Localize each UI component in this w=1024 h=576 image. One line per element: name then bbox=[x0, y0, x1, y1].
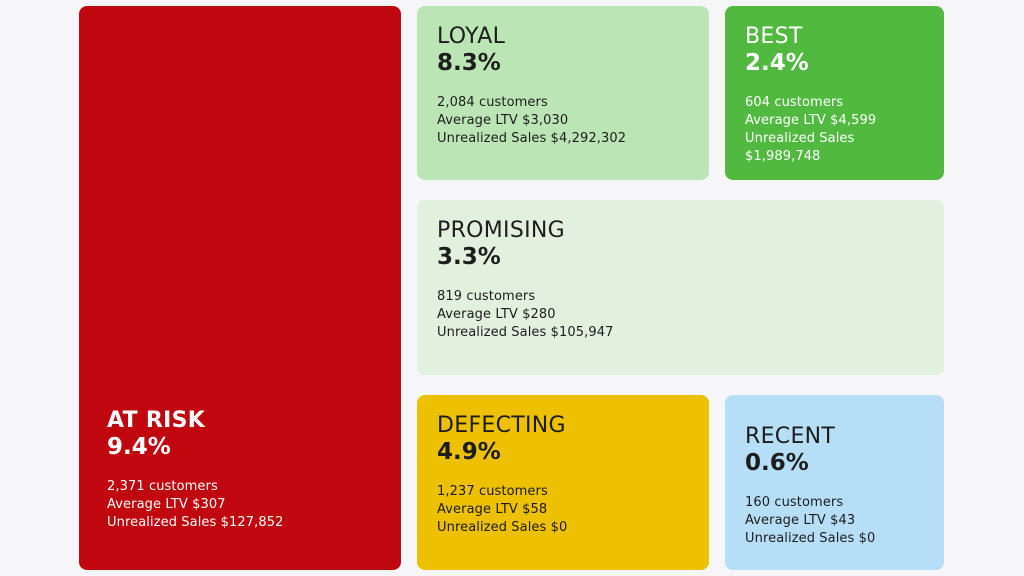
segment-tile-recent[interactable]: RECENT 0.6% 160 customers Average LTV $4… bbox=[725, 395, 944, 570]
segment-percentage: 0.6% bbox=[745, 450, 809, 476]
segment-unrealized-sales: Unrealized Sales $0 bbox=[745, 531, 876, 546]
segment-unrealized-sales: Unrealized Sales $127,852 bbox=[107, 515, 284, 530]
segment-customers: 604 customers bbox=[745, 95, 844, 110]
segment-content: AT RISK 9.4% 2,371 customers Average LTV… bbox=[107, 408, 283, 532]
segment-tile-at-risk[interactable]: AT RISK 9.4% 2,371 customers Average LTV… bbox=[79, 6, 401, 570]
segment-average-ltv: Average LTV $43 bbox=[745, 513, 856, 528]
segment-average-ltv: Average LTV $280 bbox=[437, 307, 556, 322]
segment-name: LOYAL bbox=[437, 24, 506, 49]
segment-name: BEST bbox=[745, 24, 803, 49]
segment-tile-best[interactable]: BEST 2.4% 604 customers Average LTV $4,5… bbox=[725, 6, 944, 180]
segment-average-ltv: Average LTV $58 bbox=[437, 502, 548, 517]
segment-percentage: 8.3% bbox=[437, 50, 501, 76]
segment-unrealized-sales: Unrealized Sales $4,292,302 bbox=[437, 131, 627, 146]
segment-name: DEFECTING bbox=[437, 413, 566, 438]
segment-unrealized-sales: Unrealized Sales $105,947 bbox=[437, 325, 614, 340]
segment-tile-promising[interactable]: PROMISING 3.3% 819 customers Average LTV… bbox=[417, 200, 944, 375]
segment-name: PROMISING bbox=[437, 218, 565, 243]
segment-unrealized-sales: Unrealized Sales $1,989,748 bbox=[745, 131, 855, 164]
segment-customers: 160 customers bbox=[745, 495, 844, 510]
segment-average-ltv: Average LTV $4,599 bbox=[745, 113, 877, 128]
segment-average-ltv: Average LTV $3,030 bbox=[437, 113, 569, 128]
segment-percentage: 3.3% bbox=[437, 244, 501, 270]
segment-tile-loyal[interactable]: LOYAL 8.3% 2,084 customers Average LTV $… bbox=[417, 6, 709, 180]
segment-name: AT RISK bbox=[107, 408, 206, 433]
segment-percentage: 4.9% bbox=[437, 439, 501, 465]
segment-customers: 819 customers bbox=[437, 289, 536, 304]
segment-tile-defecting[interactable]: DEFECTING 4.9% 1,237 customers Average L… bbox=[417, 395, 709, 570]
segment-customers: 2,371 customers bbox=[107, 479, 218, 494]
segment-average-ltv: Average LTV $307 bbox=[107, 497, 226, 512]
segment-unrealized-sales: Unrealized Sales $0 bbox=[437, 520, 568, 535]
segment-percentage: 2.4% bbox=[745, 50, 809, 76]
segment-customers: 2,084 customers bbox=[437, 95, 548, 110]
segment-percentage: 9.4% bbox=[107, 434, 171, 460]
segment-name: RECENT bbox=[745, 424, 836, 449]
segment-customers: 1,237 customers bbox=[437, 484, 548, 499]
